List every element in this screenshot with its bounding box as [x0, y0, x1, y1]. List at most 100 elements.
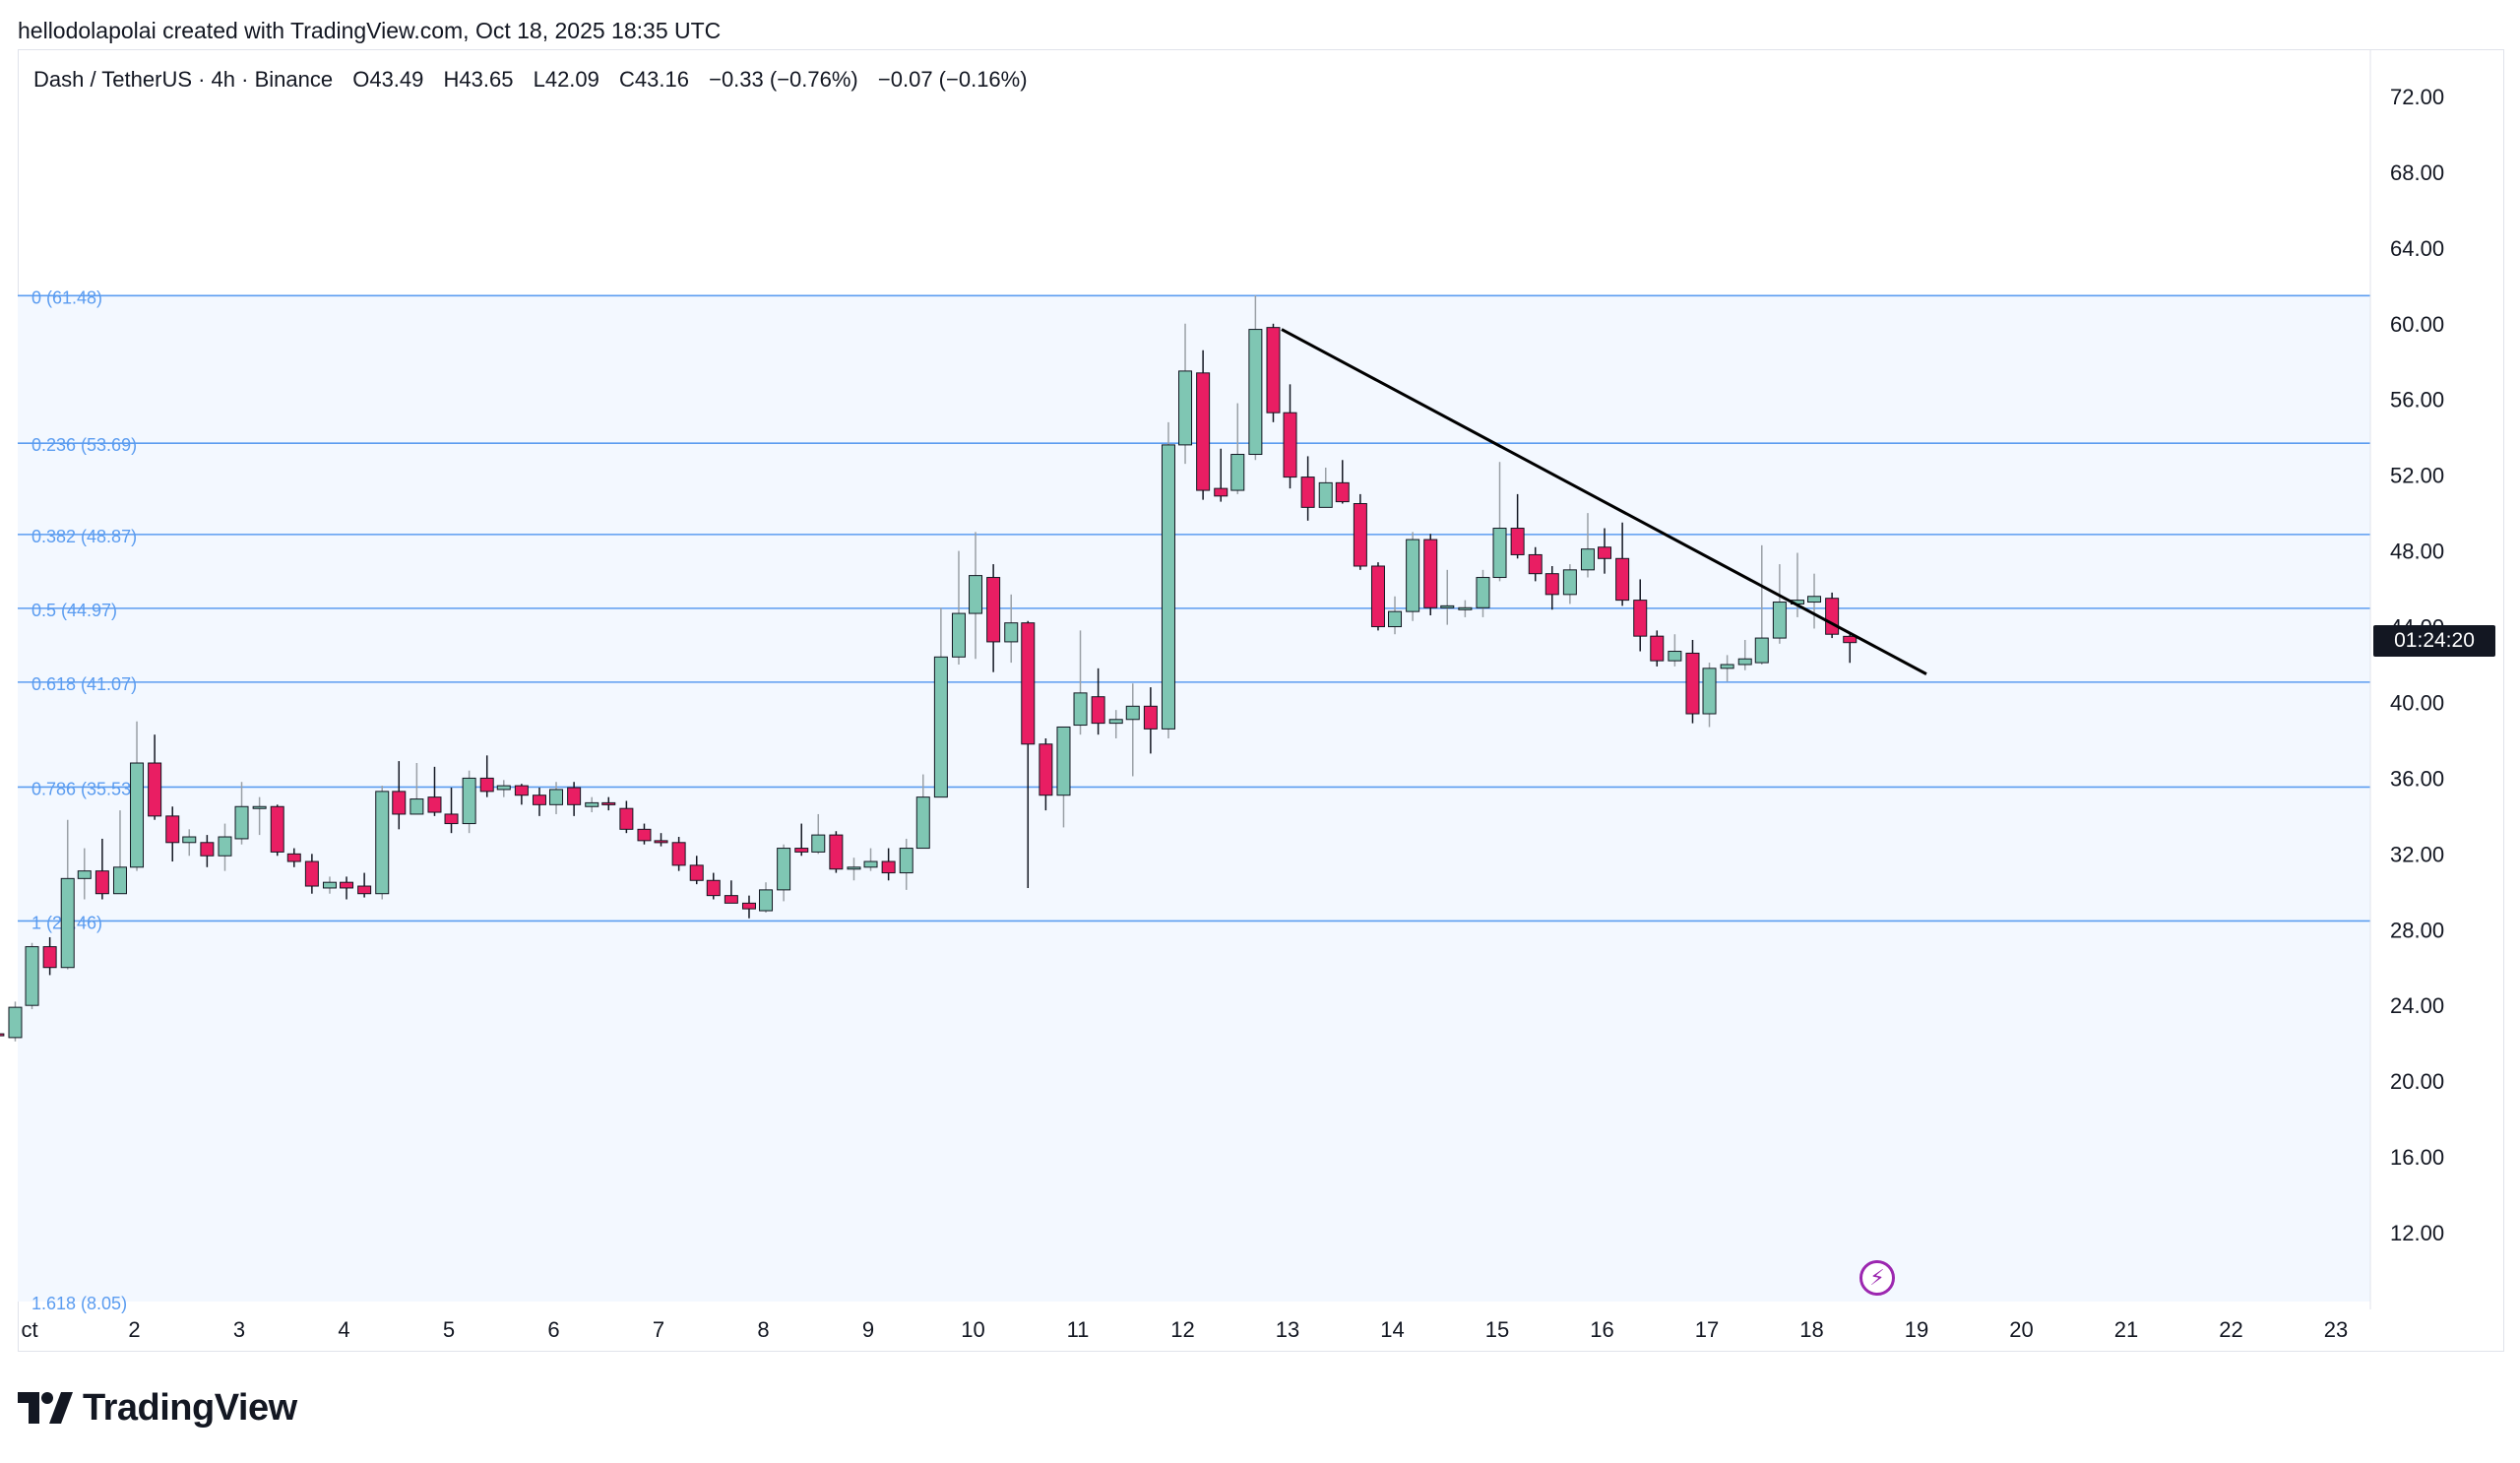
- candle: [0, 1033, 5, 1037]
- candle-body: [392, 791, 407, 815]
- candle: [165, 806, 180, 862]
- candle: [1388, 596, 1403, 635]
- candle-body: [1580, 548, 1595, 571]
- candle: [567, 782, 582, 816]
- candle: [1004, 594, 1019, 664]
- candle: [1702, 663, 1717, 728]
- candle: [881, 848, 896, 881]
- candle-body: [549, 789, 564, 805]
- price-axis[interactable]: 72.0068.0064.0060.0056.0052.0048.0044.00…: [2390, 85, 2444, 1245]
- candle: [1318, 467, 1333, 508]
- price-tick-label: 24.00: [2390, 993, 2444, 1018]
- candle-body: [1214, 487, 1228, 497]
- candle: [689, 856, 704, 885]
- time-tick-label: 15: [1485, 1317, 1509, 1342]
- price-tick-label: 32.00: [2390, 842, 2444, 866]
- time-tick-label: 5: [443, 1317, 455, 1342]
- candle: [899, 838, 914, 890]
- price-tick-label: 72.00: [2390, 85, 2444, 109]
- candle-body: [654, 840, 668, 844]
- candle: [1825, 592, 1840, 639]
- candle-body: [619, 807, 634, 830]
- candle-body: [200, 842, 215, 857]
- candle: [322, 876, 337, 894]
- price-change: −0.33 (−0.76%): [709, 67, 858, 92]
- candle-body: [1073, 692, 1088, 727]
- fib-label: 0.618 (41.07): [32, 674, 137, 694]
- fib-retracement[interactable]: 0 (61.48) 0.236 (53.69) 0.382 (48.87) 0.5 (…: [18, 287, 2370, 1313]
- candle-body: [252, 805, 267, 809]
- candle: [1492, 462, 1507, 582]
- candle: [741, 895, 756, 919]
- time-tick-label: 13: [1276, 1317, 1299, 1342]
- candle-body: [1720, 664, 1734, 669]
- candle: [1283, 384, 1297, 489]
- candle: [496, 780, 511, 797]
- candle: [1528, 546, 1543, 582]
- candle: [1056, 726, 1071, 828]
- candle: [252, 796, 267, 836]
- time-tick-label: 14: [1380, 1317, 1404, 1342]
- candle-body: [0, 1033, 5, 1037]
- candle-body: [1248, 329, 1263, 456]
- candle-body: [1056, 726, 1071, 796]
- ohlc-high: H43.65: [443, 67, 514, 92]
- candle-body: [1825, 598, 1840, 635]
- candle-body: [899, 848, 914, 874]
- candle: [1300, 456, 1315, 521]
- candle: [444, 788, 459, 834]
- candle-body: [863, 860, 878, 868]
- candle-body: [1091, 696, 1105, 725]
- candle-body: [777, 848, 791, 891]
- candle-body: [1021, 622, 1036, 745]
- candle: [514, 784, 529, 805]
- time-tick-label: 11: [1067, 1317, 1090, 1342]
- candle-body: [1318, 481, 1333, 508]
- candle: [200, 835, 215, 867]
- candle: [1633, 579, 1648, 652]
- candle: [829, 831, 844, 873]
- trendline[interactable]: [1281, 328, 1927, 675]
- candle-body: [1125, 705, 1140, 721]
- candle-body: [1737, 658, 1752, 666]
- symbol-legend[interactable]: Dash / TetherUS · 4h · Binance O43.49 H4…: [33, 67, 1041, 93]
- candle-body: [1544, 573, 1559, 596]
- candle-body: [1196, 372, 1211, 491]
- candle: [357, 872, 372, 898]
- candle: [619, 800, 634, 834]
- candle: [532, 788, 546, 816]
- candle: [130, 721, 145, 871]
- candle-body: [1685, 652, 1700, 715]
- candle: [462, 770, 476, 834]
- lightning-icon[interactable]: ⚡: [1859, 1260, 1895, 1296]
- candle-body: [1230, 454, 1245, 491]
- candle-body: [1283, 412, 1297, 478]
- fib-label: 0.382 (48.87): [32, 527, 137, 546]
- time-tick-label: ct: [21, 1317, 37, 1342]
- candle-body: [969, 575, 983, 614]
- time-tick-label: 8: [757, 1317, 769, 1342]
- candle: [1598, 528, 1612, 574]
- candle: [1196, 350, 1211, 500]
- candle-body: [601, 801, 616, 805]
- tradingview-logo[interactable]: TradingView: [18, 1386, 297, 1430]
- candle-body: [1476, 577, 1490, 608]
- candle: [1039, 738, 1053, 811]
- candle: [1754, 544, 1769, 665]
- candle-body: [462, 777, 476, 825]
- candle-body: [25, 946, 39, 1006]
- price-tick-label: 12.00: [2390, 1221, 2444, 1245]
- fib-label: 1.618 (8.05): [32, 1294, 127, 1313]
- candle-body: [706, 879, 721, 897]
- tradingview-logo-text: TradingView: [83, 1386, 297, 1429]
- time-tick-label: 2: [128, 1317, 140, 1342]
- symbol-name[interactable]: Dash / TetherUS · 4h · Binance: [33, 67, 334, 92]
- candle: [986, 564, 1001, 672]
- time-axis[interactable]: ct 2 3 4 5 6 7 8 9 10 11 12 13 14 15 16 17 18 19 20 21 22 23: [21, 1317, 2348, 1342]
- candle: [1214, 448, 1228, 502]
- candle-body: [811, 834, 826, 853]
- price-tick-label: 52.00: [2390, 464, 2444, 488]
- candle-body: [94, 870, 109, 895]
- candle: [479, 755, 494, 797]
